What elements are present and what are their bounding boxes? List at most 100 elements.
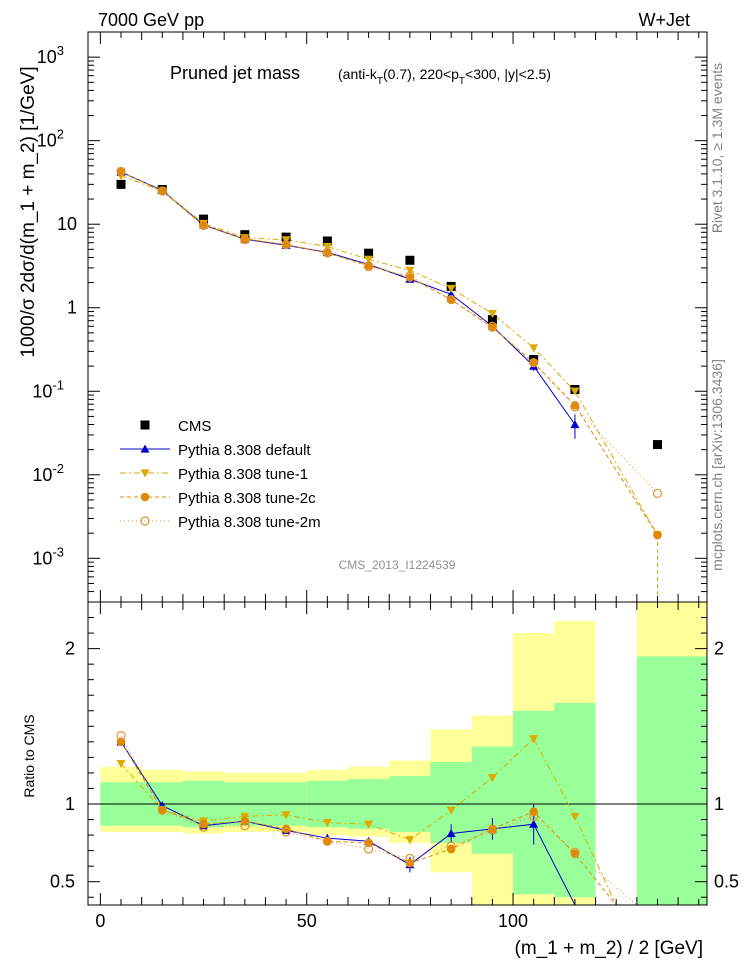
ratio-series-3-point	[322, 836, 332, 846]
legend-label: Pythia 8.308 tune-1	[178, 466, 308, 483]
main-series-3-point	[281, 240, 291, 249]
main-series-2-point	[322, 242, 332, 252]
main-series-3-point	[446, 295, 456, 304]
header-right: W+Jet	[638, 10, 690, 30]
main-series-4-point	[116, 166, 126, 176]
ratio-y-tick-label: 2	[714, 639, 724, 659]
main-series-4-point	[157, 186, 167, 196]
ratio-series-3-point	[487, 825, 498, 836]
main-series-4-point	[487, 321, 498, 331]
legend-label: Pythia 8.308 tune-2c	[178, 490, 316, 507]
main-series-0-point	[652, 440, 662, 450]
legend-marker	[140, 444, 150, 453]
header-left: 7000 GeV pp	[98, 10, 204, 30]
ratio-series-2-point	[157, 805, 167, 815]
ratio-series-0-point	[529, 819, 539, 828]
legend-marker	[140, 516, 150, 526]
legend: CMS Pythia 8.308 default Pythia 8.308 tune…	[120, 418, 321, 531]
main-series-3-point	[199, 221, 208, 230]
main-series-2-point	[487, 310, 497, 319]
ratio-series-3-point	[240, 821, 250, 831]
main-y-tick-label: 10-1	[32, 377, 64, 401]
main-series-4-point	[364, 262, 374, 272]
ratio-series-1-point	[446, 806, 456, 815]
main-series-0-point	[322, 236, 332, 246]
series-markers	[116, 166, 663, 873]
main-series-0-point	[487, 315, 497, 325]
ratio-series-3-point	[405, 853, 415, 863]
ratio-series-2-point	[199, 819, 208, 829]
main-y-tick-label: 10-3	[32, 544, 64, 568]
plot-subtitle: (anti-kT(0.7), 220<pT<300, |y|<2.5)	[338, 66, 551, 87]
main-series-2-point	[364, 255, 374, 264]
main-series-2-point	[570, 387, 580, 396]
ratio-series-3-point	[364, 844, 374, 854]
legend-marker	[140, 492, 150, 502]
ratio-series-0-line	[120, 741, 576, 906]
main-series-0-point	[116, 179, 126, 189]
ratio-series-2-point	[281, 824, 291, 834]
main-series-4-point	[322, 247, 332, 257]
ratio-series-1-point	[116, 760, 126, 769]
ratio-series-1-point	[364, 820, 374, 829]
plot-title: Pruned jet mass	[170, 63, 300, 83]
ratio-y-tick-label: 0.5	[714, 872, 739, 892]
main-series-0-point	[199, 214, 209, 224]
ratio-series-3-point	[446, 841, 456, 851]
main-y-tick-label: 10-2	[32, 461, 64, 485]
x-axis-label: (m_1 + m_2) / 2 [GeV]	[515, 938, 704, 959]
ratio-series-3-point	[281, 827, 291, 837]
main-series-4-point	[240, 235, 250, 245]
main-y-tick-label: 10	[57, 214, 77, 234]
main-series-4-point	[446, 295, 456, 305]
legend-marker	[140, 469, 150, 478]
ratio-y-axis-label: Ratio to CMS	[21, 714, 37, 797]
ratio-series-2-point	[529, 807, 538, 817]
x-tick-label: 100	[498, 911, 528, 931]
x-tick-label: 0	[95, 911, 105, 931]
legend-marker	[140, 420, 150, 430]
ratio-y-tick-label: 1	[65, 794, 75, 814]
main-series-0-point	[405, 255, 415, 265]
ratio-series-3-point	[157, 805, 167, 815]
main-series-0-point	[364, 248, 374, 258]
ratio-y-tick-label: 0.5	[50, 872, 75, 892]
ratio-series-1-point	[405, 836, 415, 845]
main-series-1-line	[120, 171, 576, 425]
legend-label: Pythia 8.308 default	[178, 442, 311, 459]
main-series-4-point	[570, 402, 580, 412]
axis-labels: 10-3 10-2 10-1 1 10 102 103 0 50 100 0.5 0.5 1 1 2 2 (an…	[32, 43, 739, 931]
legend-label: Pythia 8.308 tune-2m	[178, 514, 321, 531]
main-series-3-point	[653, 530, 662, 540]
ratio-series-0-point	[446, 829, 456, 838]
ratio-y-tick-label: 2	[65, 639, 75, 659]
ratio-series-3-point	[529, 811, 539, 822]
analysis-tag: CMS_2013_I1224539	[339, 558, 456, 572]
main-y-tick-label: 103	[37, 43, 64, 67]
ratio-series-3-point	[116, 731, 126, 741]
ratio-series-1-point	[487, 773, 497, 783]
ratio-series-1-point	[570, 812, 580, 821]
top-y-axis-label: 1000/σ 2dσ/d(m_1 + m_2) [1/GeV]	[18, 66, 39, 357]
ratio-series-1-point	[322, 819, 332, 828]
rivet-label: Rivet 3.1.10, ≥ 1.3M events	[709, 63, 725, 233]
ratio-series-2-point	[240, 816, 250, 826]
main-series-2-point	[446, 284, 456, 293]
main-series-1-point	[570, 420, 580, 429]
legend-label: CMS	[178, 418, 211, 435]
main-series-2-point	[405, 266, 415, 275]
main-series-3-point	[529, 358, 538, 367]
ratio-series-3-point	[570, 847, 580, 857]
ratio-y-tick-label: 1	[714, 794, 724, 814]
x-tick-label: 50	[297, 911, 317, 931]
ratio-frame	[87, 601, 708, 906]
axes	[87, 31, 708, 906]
ratio-series-2-point	[323, 836, 332, 846]
ratio-series-1-point	[281, 811, 291, 820]
main-series-3-point	[157, 186, 167, 196]
mcplots-label: mcplots.cern.ch [arXiv:1306.3436]	[709, 359, 725, 571]
main-series-4-point	[281, 239, 291, 250]
ratio-series-1-point	[529, 735, 539, 744]
band-green	[554, 703, 596, 898]
